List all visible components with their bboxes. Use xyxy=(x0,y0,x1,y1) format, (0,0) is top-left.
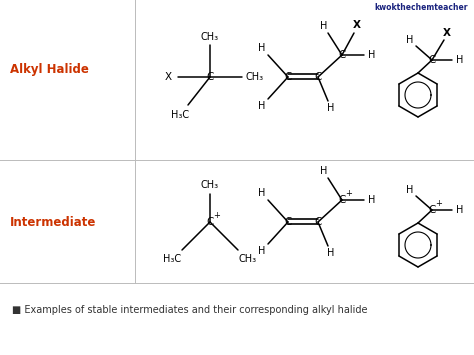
Text: H₃C: H₃C xyxy=(163,254,181,264)
Text: H: H xyxy=(258,43,266,53)
Text: X: X xyxy=(353,20,361,30)
Text: C: C xyxy=(206,217,214,227)
Text: +: + xyxy=(214,212,220,220)
Text: H: H xyxy=(328,248,335,258)
Text: H: H xyxy=(320,21,328,31)
Text: kwokthechemteacher: kwokthechemteacher xyxy=(374,3,468,12)
Text: Intermediate: Intermediate xyxy=(10,215,96,229)
Text: H: H xyxy=(258,246,266,256)
Text: +: + xyxy=(436,198,442,208)
Text: CH₃: CH₃ xyxy=(239,254,257,264)
Text: CH₃: CH₃ xyxy=(246,72,264,82)
Text: X: X xyxy=(164,72,172,82)
Text: +: + xyxy=(346,189,353,197)
Text: H: H xyxy=(456,205,464,215)
Text: C: C xyxy=(284,217,292,227)
Text: C: C xyxy=(314,217,322,227)
Text: H: H xyxy=(406,185,414,195)
Text: H: H xyxy=(368,195,376,205)
Text: H: H xyxy=(406,35,414,45)
Text: H: H xyxy=(320,166,328,176)
Text: H₃C: H₃C xyxy=(171,110,189,120)
Text: C: C xyxy=(206,72,214,82)
Text: C: C xyxy=(338,195,346,205)
Text: C: C xyxy=(428,55,436,65)
Text: C: C xyxy=(314,72,322,82)
Text: H: H xyxy=(456,55,464,65)
Text: H: H xyxy=(328,103,335,113)
Text: C: C xyxy=(338,50,346,60)
Text: X: X xyxy=(443,28,451,38)
Text: C: C xyxy=(428,205,436,215)
Text: C: C xyxy=(284,72,292,82)
Text: CH₃: CH₃ xyxy=(201,180,219,190)
Text: CH₃: CH₃ xyxy=(201,32,219,42)
Text: H: H xyxy=(258,188,266,198)
Text: ■ Examples of stable intermediates and their corresponding alkyl halide: ■ Examples of stable intermediates and t… xyxy=(12,305,367,315)
Text: H: H xyxy=(368,50,376,60)
Text: Alkyl Halide: Alkyl Halide xyxy=(10,64,89,76)
Text: H: H xyxy=(258,101,266,111)
